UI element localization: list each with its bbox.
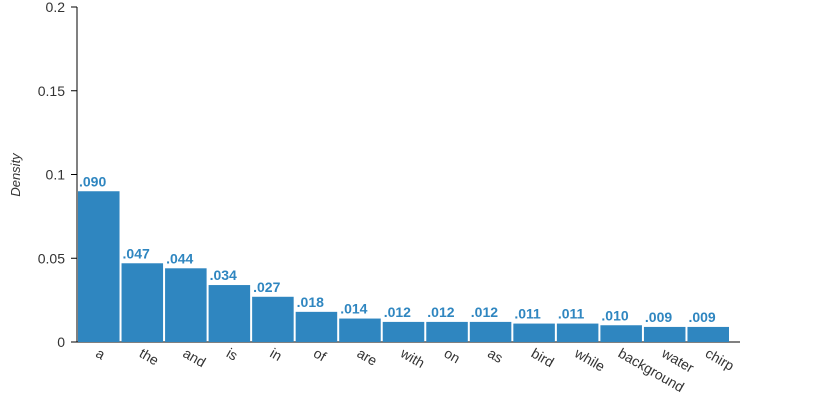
x-tick-label: in xyxy=(267,345,284,364)
bar xyxy=(382,321,425,342)
bar xyxy=(78,191,120,342)
value-label: .011 xyxy=(514,306,541,322)
x-tick-label: bird xyxy=(529,345,557,371)
value-label: .044 xyxy=(166,250,193,266)
value-label: .090 xyxy=(79,173,106,189)
x-tick-label: with xyxy=(397,344,427,371)
value-label: .014 xyxy=(340,301,367,317)
x-tick-label: and xyxy=(180,345,208,371)
value-label: .027 xyxy=(253,279,280,295)
bar xyxy=(339,318,381,342)
value-label: .047 xyxy=(123,245,150,261)
y-tick-label: 0 xyxy=(57,334,65,350)
bar xyxy=(165,268,207,342)
bar xyxy=(513,323,555,342)
value-label: .034 xyxy=(210,267,237,283)
y-tick-label: 0.2 xyxy=(46,0,66,15)
value-label: .010 xyxy=(601,307,628,323)
x-tick-label: of xyxy=(311,345,329,365)
y-tick-label: 0.05 xyxy=(38,250,65,266)
x-tick-label: on xyxy=(442,345,463,367)
bar xyxy=(556,323,599,342)
bar xyxy=(426,321,468,342)
bar xyxy=(295,311,338,342)
x-tick-label: chirp xyxy=(703,345,737,374)
y-tick-label: 0.1 xyxy=(46,167,66,183)
value-label: .012 xyxy=(427,304,454,320)
y-tick-label: 0.15 xyxy=(38,83,65,99)
y-axis-label: Density xyxy=(8,152,23,197)
value-label: .009 xyxy=(688,309,715,325)
x-tick-label: as xyxy=(485,345,506,366)
x-tick-label: a xyxy=(93,345,108,363)
bar xyxy=(643,326,686,342)
value-label: .012 xyxy=(471,304,498,320)
bar xyxy=(252,296,294,342)
bar xyxy=(208,285,251,342)
value-label: .009 xyxy=(645,309,672,325)
bar xyxy=(600,325,642,342)
value-label: .012 xyxy=(384,304,411,320)
x-tick-label: while xyxy=(571,344,608,374)
value-label: .011 xyxy=(558,306,585,322)
x-tick-label: is xyxy=(224,345,241,364)
bar xyxy=(121,263,164,342)
bar xyxy=(687,326,729,342)
value-label: .018 xyxy=(297,294,324,310)
x-tick-label: the xyxy=(137,345,162,369)
x-tick-label: are xyxy=(354,345,380,369)
bar xyxy=(469,321,512,342)
